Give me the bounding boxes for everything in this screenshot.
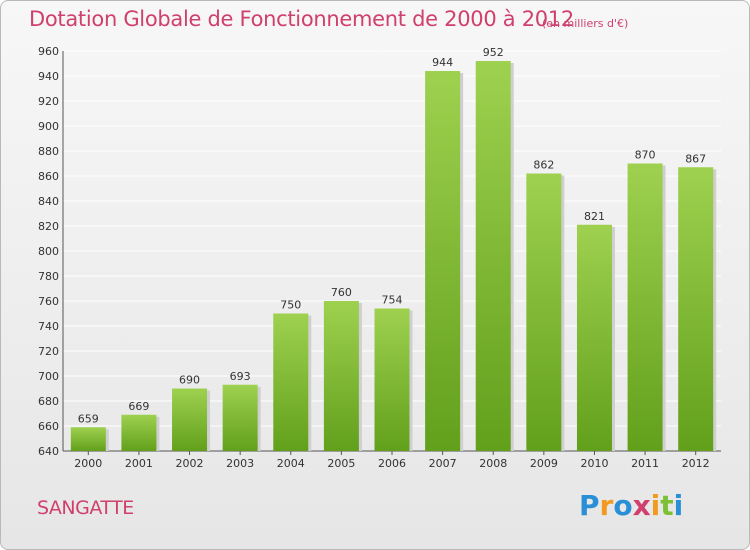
y-tick-label: 840 [38, 195, 59, 208]
logo-letter: o [613, 489, 633, 522]
proxiti-logo: Proxiti [579, 489, 683, 522]
y-tick-label: 720 [38, 345, 59, 358]
y-tick-label: 640 [38, 445, 59, 458]
x-tick-label: 2005 [327, 457, 355, 470]
logo-letter: t [660, 489, 674, 522]
bar [222, 384, 258, 451]
bar [172, 388, 208, 451]
bar [273, 313, 309, 451]
bar [576, 224, 612, 451]
bar [121, 414, 157, 451]
logo-letter: x [632, 489, 651, 522]
bar-value-label: 750 [280, 299, 301, 312]
x-tick-label: 2008 [479, 457, 507, 470]
y-tick-label: 700 [38, 370, 59, 383]
logo-letter: i [673, 489, 684, 522]
bar [374, 308, 410, 451]
bar-value-label: 669 [128, 400, 149, 413]
y-tick-label: 760 [38, 295, 59, 308]
x-tick-label: 2000 [74, 457, 102, 470]
bar-value-label: 952 [483, 46, 504, 59]
bar-value-label: 821 [584, 210, 605, 223]
bar-value-label: 693 [230, 370, 251, 383]
logo-letter: r [599, 489, 614, 522]
bar [70, 427, 106, 451]
chart-subtitle: (en milliers d'€) [542, 17, 629, 30]
y-tick-label: 680 [38, 395, 59, 408]
bar-value-label: 760 [331, 286, 352, 299]
y-tick-label: 880 [38, 145, 59, 158]
x-tick-label: 2012 [682, 457, 710, 470]
x-tick-label: 2003 [226, 457, 254, 470]
bar [475, 61, 511, 451]
commune-name: SANGATTE [37, 497, 134, 519]
x-tick-label: 2011 [631, 457, 659, 470]
y-tick-label: 740 [38, 320, 59, 333]
x-tick-label: 2007 [429, 457, 457, 470]
x-tick-label: 2006 [378, 457, 406, 470]
y-tick-label: 800 [38, 245, 59, 258]
y-tick-label: 940 [38, 70, 59, 83]
bar-value-label: 944 [432, 56, 453, 69]
bar-value-label: 867 [685, 152, 706, 165]
bar [627, 163, 663, 451]
y-tick-label: 780 [38, 270, 59, 283]
bar [323, 301, 359, 451]
y-tick-label: 660 [38, 420, 59, 433]
x-tick-label: 2009 [530, 457, 558, 470]
bar [678, 167, 714, 451]
x-tick-label: 2004 [277, 457, 305, 470]
bar [425, 71, 461, 451]
x-tick-label: 2010 [580, 457, 608, 470]
bar-value-label: 754 [382, 294, 403, 307]
bar-value-label: 659 [78, 412, 99, 425]
chart-title: Dotation Globale de Fonctionnement de 20… [29, 7, 574, 31]
x-tick-label: 2002 [176, 457, 204, 470]
y-tick-label: 860 [38, 170, 59, 183]
y-tick-label: 960 [38, 45, 59, 58]
bar-value-label: 690 [179, 374, 200, 387]
bar-value-label: 870 [635, 149, 656, 162]
x-tick-label: 2001 [125, 457, 153, 470]
y-tick-label: 920 [38, 95, 59, 108]
y-tick-label: 900 [38, 120, 59, 133]
bar-value-label: 862 [533, 159, 554, 172]
bar [526, 173, 562, 451]
logo-letter: i [650, 489, 661, 522]
y-tick-label: 820 [38, 220, 59, 233]
logo-letter: P [579, 489, 600, 522]
